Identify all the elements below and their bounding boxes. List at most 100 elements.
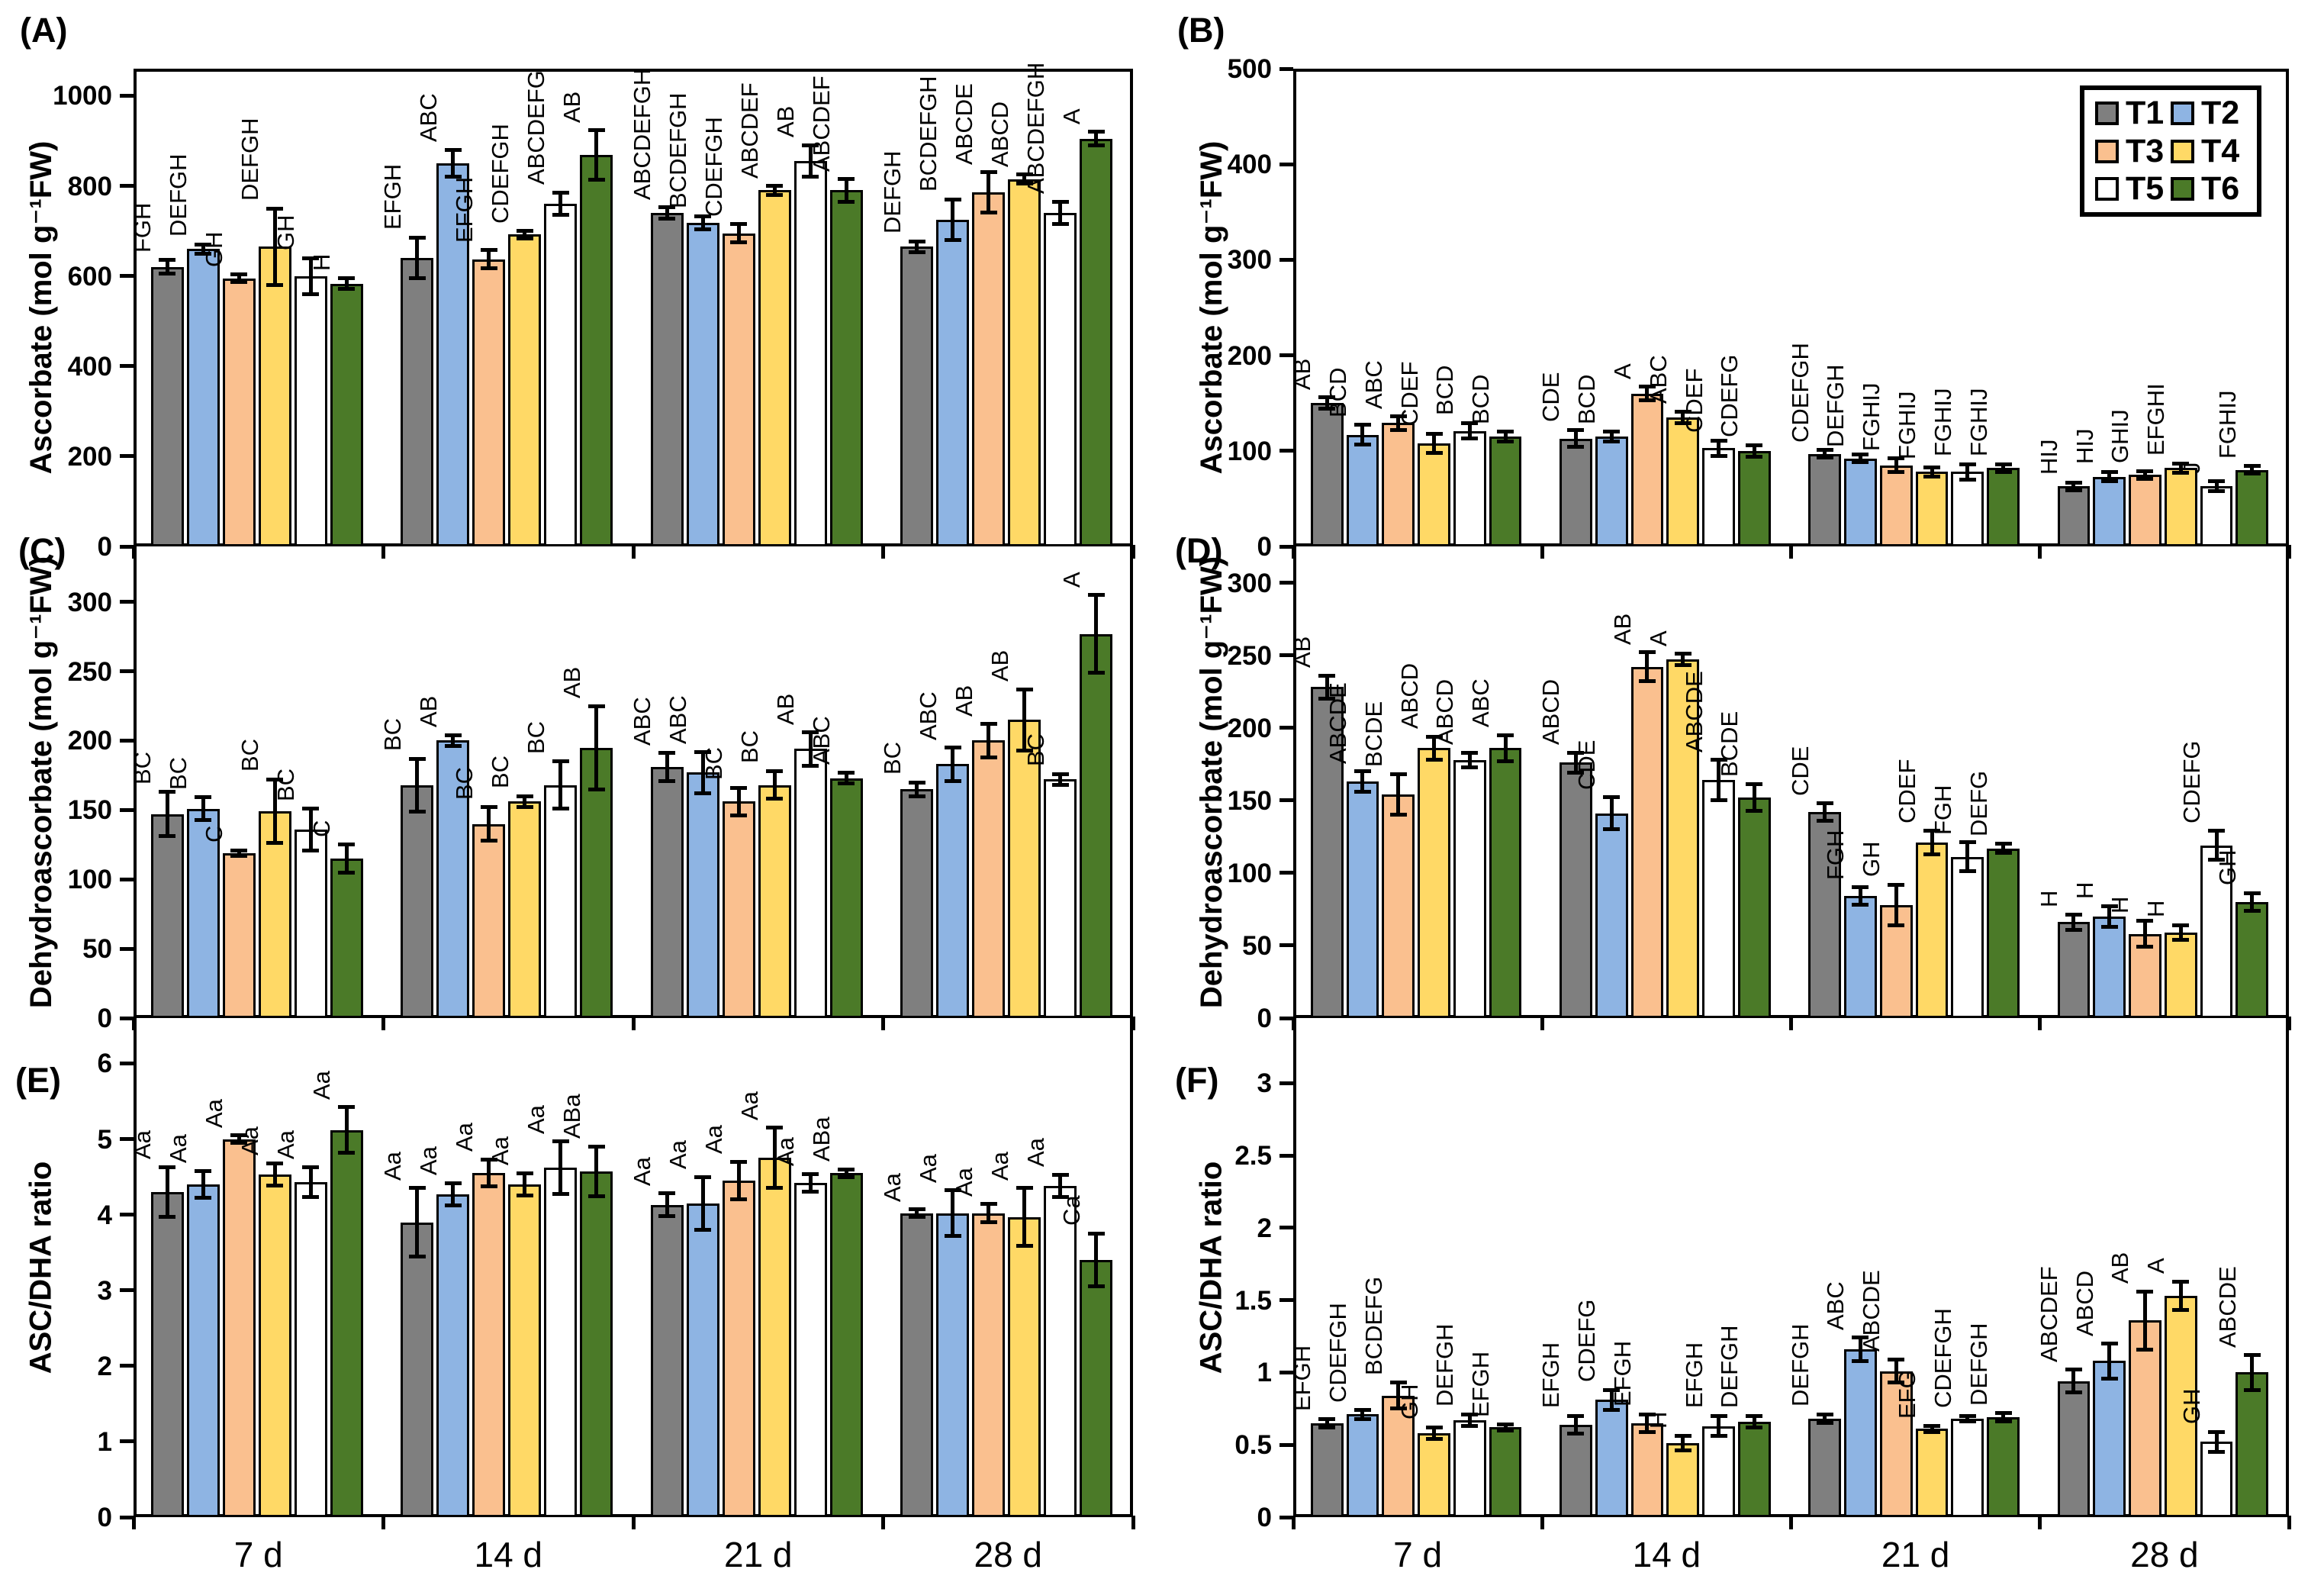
significance-letter: ABC [808,716,835,765]
x-group-tick-A [381,545,385,559]
error-bar-cap-bottom [2172,471,2190,475]
significance-letter: BC [486,756,513,789]
error-bar-cap-top [766,184,784,188]
significance-letter: AB [1289,636,1316,669]
y-tick-F [1279,1442,1293,1447]
bar-D-21d-T4 [1915,842,1949,1018]
bar-F-21d-T3 [1879,1371,1913,1517]
bar-A-7d-T3 [222,278,256,546]
bar-E-14d-T3 [472,1173,506,1517]
error-bar-cap-top [159,790,176,794]
error-bar-line [2214,481,2219,491]
significance-letter: EFGH [1289,1345,1316,1412]
error-bar-cap-top [587,1144,605,1149]
bar-A-21d-T1 [650,212,684,546]
error-bar-cap-bottom [908,250,925,254]
significance-letter: CDEFG [1573,1299,1601,1383]
bar-D-7d-T4 [1418,748,1450,1018]
error-bar-line [915,782,919,797]
significance-letter: CDEFG [2178,740,2206,823]
error-bar-line [1858,1337,1862,1361]
significance-letter: GH [1858,841,1885,878]
error-bar-cap-top [2136,1289,2154,1294]
legend-label-T5: T5 [2126,169,2165,207]
error-bar-cap-bottom [480,838,497,843]
significance-letter: BCD [1573,374,1601,424]
y-tick-label-F: 3 [1257,1068,1272,1099]
significance-letter: ABC [1644,355,1672,404]
significance-letter: CDEFGH [700,116,728,217]
bar-C-7d-T4 [258,811,291,1018]
panel-letter-A: (A) [20,11,68,50]
significance-letter: Aa [878,1172,906,1202]
bar-E-21d-T4 [758,1158,791,1517]
error-bar-cap-top [2172,923,2190,927]
significance-letter: BCDE [1716,710,1743,777]
significance-letter: ABC [1360,359,1387,409]
error-bar-cap-bottom [195,1196,212,1200]
error-bar-cap-top [1567,1413,1585,1418]
bar-C-21d-T6 [829,778,863,1018]
error-bar-line [415,1187,420,1257]
x-group-tick-F [1540,1516,1544,1529]
error-bar-cap-bottom [1461,1424,1479,1429]
significance-letter: DEFGH [1822,364,1849,447]
bar-F-14d-T5 [1702,1426,1735,1517]
y-tick-label-A: 1000 [53,81,112,111]
error-bar-line [1645,652,1650,682]
error-bar-cap-top [552,759,569,764]
error-bar-cap-top [1497,1423,1514,1427]
significance-letter: FGHIJ [1858,382,1885,451]
error-bar-cap-top [195,795,212,800]
error-bar-line [165,791,169,836]
error-bar-cap-top [302,1165,320,1169]
error-bar-cap-top [1016,172,1033,177]
significance-letter: Aa [129,1130,156,1160]
error-bar-cap-top [1497,733,1514,737]
y-tick-F [1279,1153,1293,1158]
bar-E-28d-T3 [972,1213,1006,1517]
error-bar-cap-bottom [1567,771,1585,775]
y-tick-label-A: 600 [67,261,112,292]
bar-A-7d-T4 [258,246,291,546]
error-bar-cap-top [2065,1368,2082,1372]
error-bar-cap-top [1389,414,1407,419]
error-bar-cap-bottom [1603,1408,1621,1413]
bar-C-14d-T6 [580,747,613,1018]
error-bar-cap-bottom [1461,765,1479,769]
bar-C-14d-T4 [508,801,542,1018]
error-bar-cap-top [516,229,533,234]
error-bar-cap-bottom [1318,407,1336,411]
significance-letter: FGHIJ [1894,391,1920,460]
legend-swatch-T5 [2095,176,2119,201]
error-bar-cap-top [1051,772,1069,776]
x-group-tick-B [1540,545,1544,559]
bar-F-21d-T1 [1808,1419,1842,1517]
error-bar-line [2071,482,2076,491]
error-bar-line [1325,397,1329,409]
error-bar-cap-bottom [730,240,748,244]
error-bar-cap-bottom [1461,437,1479,441]
error-bar-cap-top [838,1167,855,1171]
significance-letter: DEFGH [878,150,906,234]
x-group-tick-A [131,545,136,559]
bar-D-7d-T3 [1382,794,1415,1018]
significance-letter: Aa [665,1140,692,1170]
error-bar-cap-top [838,770,855,775]
bar-D-7d-T2 [1346,781,1379,1018]
error-bar-cap-top [1638,650,1656,655]
y-tick-label-D: 150 [1227,785,1272,816]
x-group-tick-E [381,1516,385,1529]
x-group-tick-C [1131,1017,1135,1030]
significance-letter: EFGH [1608,1341,1636,1407]
error-bar-line [1573,752,1578,773]
error-bar-cap-bottom [1674,663,1691,668]
error-bar-line [558,761,563,809]
y-tick-A [120,364,134,369]
bar-E-7d-T1 [150,1191,184,1517]
error-bar-cap-bottom [587,1194,605,1199]
bar-F-21d-T6 [1987,1417,2020,1517]
significance-letter: ABCD [1537,678,1565,746]
significance-letter: BC [1022,733,1049,767]
y-tick-A [120,274,134,279]
